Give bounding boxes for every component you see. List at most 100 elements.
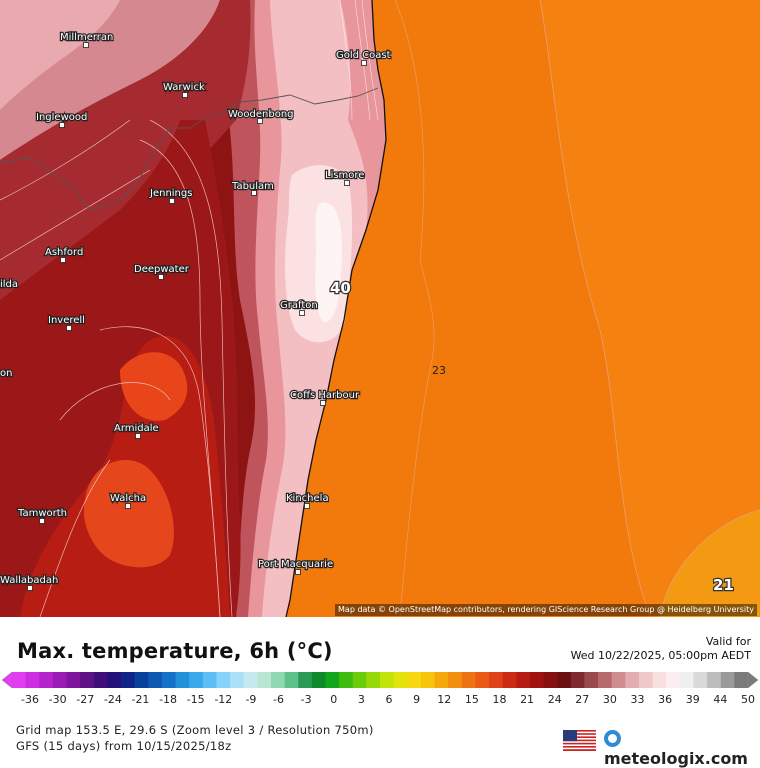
chart-title: Max. temperature, 6h (°C) — [17, 639, 333, 663]
city-marker — [304, 503, 310, 509]
scale-swatch — [202, 672, 217, 688]
city-marker — [299, 310, 305, 316]
city-label: Armidale — [114, 423, 159, 434]
city-label: Warwick — [163, 82, 205, 93]
scale-swatch — [502, 672, 517, 688]
city-label: Lismore — [325, 170, 364, 181]
scale-swatch — [707, 672, 722, 688]
city-marker — [361, 60, 367, 66]
scale-tick-label: -9 — [245, 693, 256, 706]
city-label: Woodenbong — [228, 109, 294, 120]
scale-swatch — [734, 672, 749, 688]
grid-info: Grid map 153.5 E, 29.6 S (Zoom level 3 /… — [16, 723, 374, 737]
scale-swatch — [598, 672, 613, 688]
temperature-map[interactable]: Millmerran Gold Coast Warwick Inglewood Wood… — [0, 0, 760, 617]
city-label: Deepwater — [134, 264, 190, 275]
valid-date: Wed 10/22/2025, 05:00pm AEDT — [570, 649, 751, 662]
scale-swatch — [230, 672, 245, 688]
scale-swatch — [148, 672, 163, 688]
scale-swatch — [557, 672, 572, 688]
brand-logo[interactable]: meteologix.com — [604, 730, 760, 768]
scale-swatch — [93, 672, 108, 688]
scale-tick-label: 21 — [520, 693, 534, 706]
city-label: Millmerran — [60, 32, 113, 43]
scale-swatch — [352, 672, 367, 688]
scale-tick-label: -6 — [273, 693, 284, 706]
scale-swatch — [516, 672, 531, 688]
scale-tick-label: 30 — [603, 693, 617, 706]
scale-tick-label: 6 — [386, 693, 393, 706]
scale-tick-label: -15 — [187, 693, 205, 706]
scale-swatch — [66, 672, 81, 688]
scale-swatch — [270, 672, 285, 688]
scale-swatch — [134, 672, 149, 688]
city-label: Tabulam — [231, 181, 274, 192]
city-label: Inverell — [48, 315, 85, 326]
city-label: Coffs Harbour — [290, 390, 360, 401]
scale-swatch — [284, 672, 299, 688]
scale-swatch — [693, 672, 708, 688]
scale-tick-label: 18 — [492, 693, 506, 706]
city-marker — [344, 180, 350, 186]
scale-swatch — [434, 672, 449, 688]
city-marker — [169, 198, 175, 204]
city-marker — [66, 325, 72, 331]
scale-swatch — [243, 672, 258, 688]
city-marker — [59, 122, 65, 128]
scale-swatch — [584, 672, 599, 688]
scale-swatch — [52, 672, 67, 688]
scale-tick-label: 24 — [548, 693, 562, 706]
scale-tick-label: -36 — [21, 693, 39, 706]
scale-swatch — [12, 672, 27, 688]
scale-swatch — [529, 672, 544, 688]
scale-swatch — [189, 672, 204, 688]
scale-swatch — [298, 672, 313, 688]
city-marker — [135, 433, 141, 439]
scale-swatch — [570, 672, 585, 688]
scale-tick-label: -30 — [49, 693, 67, 706]
scale-swatch — [25, 672, 40, 688]
scale-tick-label: 9 — [413, 693, 420, 706]
city-marker — [60, 257, 66, 263]
scale-swatch — [611, 672, 626, 688]
city-marker — [27, 585, 33, 591]
ocean-temp-label: 23 — [432, 364, 446, 377]
city-label: Ashford — [45, 247, 83, 258]
us-flag-icon[interactable] — [563, 730, 596, 751]
scale-tick-label: 50 — [741, 693, 755, 706]
scale-tick-label: 44 — [713, 693, 727, 706]
city-marker — [83, 42, 89, 48]
model-info: GFS (15 days) from 10/15/2025/18z — [16, 739, 232, 753]
max-temp-label: 40 — [330, 279, 351, 297]
map-attribution: Map data © OpenStreetMap contributors, r… — [335, 604, 757, 616]
scale-swatch — [625, 672, 640, 688]
scale-swatch — [121, 672, 136, 688]
city-marker — [158, 274, 164, 280]
scale-swatch — [448, 672, 463, 688]
scale-swatch — [257, 672, 272, 688]
globe-icon — [604, 730, 621, 747]
scale-swatch — [652, 672, 667, 688]
scale-swatch — [720, 672, 735, 688]
legend-footer: Max. temperature, 6h (°C) Valid for Wed … — [0, 617, 760, 768]
scale-swatch — [80, 672, 95, 688]
city-label: Gold Coast — [336, 50, 391, 61]
scale-swatch — [638, 672, 653, 688]
scale-swatch — [666, 672, 681, 688]
city-marker — [39, 518, 45, 524]
city-label: ilda — [0, 279, 18, 290]
scale-swatch — [461, 672, 476, 688]
scale-tick-label: 15 — [465, 693, 479, 706]
city-marker — [320, 400, 326, 406]
city-label: Kinchela — [286, 493, 329, 504]
city-label: on — [0, 368, 12, 379]
scale-swatch — [175, 672, 190, 688]
scale-swatch — [420, 672, 435, 688]
scale-swatch — [543, 672, 558, 688]
city-label: Port Macquarie — [258, 559, 333, 570]
scale-tick-label: -27 — [76, 693, 94, 706]
scale-tick-label: 12 — [437, 693, 451, 706]
scale-tick-label: -21 — [131, 693, 149, 706]
scale-swatch — [107, 672, 122, 688]
city-label: Wallabadah — [0, 575, 58, 586]
